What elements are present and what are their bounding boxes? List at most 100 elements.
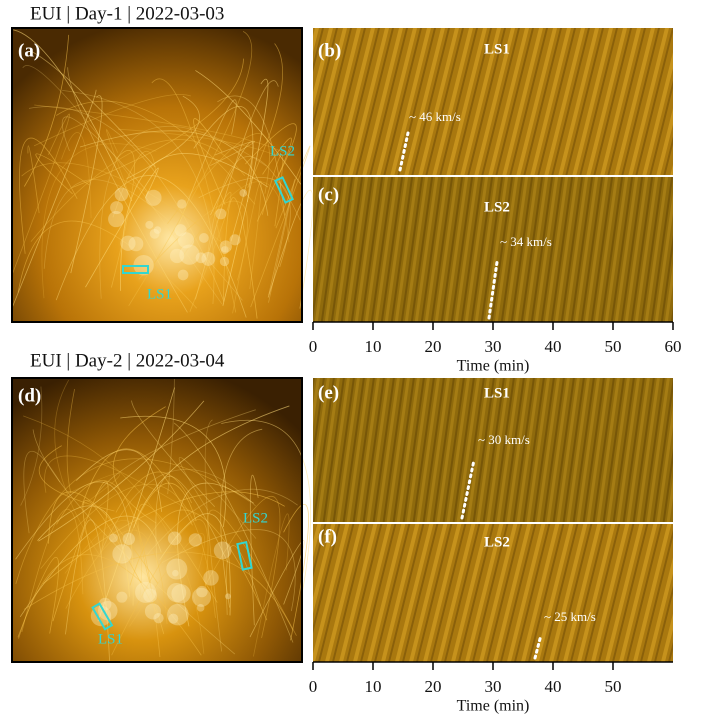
loop-strand: [71, 58, 244, 188]
loop-strand: [268, 179, 296, 303]
speed-label: ~ 25 km/s: [544, 609, 596, 624]
loop-strand: [18, 554, 202, 656]
loop-strand: [15, 458, 250, 585]
loop-strand: [133, 405, 290, 528]
bright-patch: [145, 189, 162, 206]
loop-strand: [23, 415, 205, 654]
bright-patch: [122, 532, 135, 546]
loop-strand: [195, 70, 302, 185]
loop-strand: [97, 387, 175, 622]
loop-strand: [40, 483, 216, 618]
panel-label: (b): [318, 40, 341, 61]
loop-strand: [23, 551, 294, 630]
loop-strand: [65, 529, 168, 624]
loop-strand: [38, 445, 115, 512]
x-tick-label: 20: [425, 677, 442, 696]
loop-strand: [64, 473, 121, 509]
bright-patch: [220, 246, 229, 255]
loop-strand: [17, 220, 198, 309]
loop-strand: [13, 29, 133, 202]
loop-strand: [34, 104, 290, 156]
x-tick-label: 30: [485, 677, 502, 696]
bright-patch: [108, 211, 125, 228]
loop-strand: [66, 389, 75, 494]
loop-strand: [226, 545, 261, 615]
loop-strand: [56, 100, 256, 205]
loop-strand: [20, 386, 43, 506]
loop-strand: [54, 379, 102, 559]
bright-patch: [196, 585, 208, 598]
bright-patch: [109, 533, 118, 543]
bright-patch: [196, 604, 205, 612]
bright-patch: [195, 252, 207, 264]
loop-strand: [193, 118, 226, 205]
loop-strand: [41, 143, 157, 299]
speed-label: ~ 30 km/s: [478, 432, 530, 447]
loop-strand: [178, 457, 257, 539]
loop-strand: [61, 132, 92, 219]
loop-strand: [159, 513, 231, 616]
bright-patch: [201, 251, 216, 266]
loop-strand: [155, 476, 229, 568]
loop-strand: [193, 106, 254, 202]
loop-strand: [129, 509, 268, 621]
region-label: LS1: [484, 41, 510, 57]
region-box: [236, 541, 253, 571]
loop-strand: [261, 154, 284, 227]
bright-patch: [219, 240, 232, 253]
row-title: EUI | Day-1 | 2022-03-03: [30, 3, 224, 24]
loop-strand: [43, 491, 285, 584]
loop-strand: [105, 129, 131, 196]
loop-strand: [267, 189, 314, 309]
loop-strand: [222, 78, 269, 306]
bright-patch: [171, 584, 191, 604]
loop-strand: [23, 450, 61, 534]
loop-strand: [174, 99, 237, 236]
row-title: EUI | Day-2 | 2022-03-04: [30, 350, 225, 371]
loop-strand: [99, 126, 267, 299]
loop-strand: [253, 513, 290, 657]
loop-strand: [35, 153, 90, 195]
speed-line: [533, 633, 543, 660]
panel-label: (e): [318, 382, 339, 403]
loop-strand: [30, 139, 246, 242]
bright-patch: [174, 224, 187, 237]
bright-patch: [116, 591, 128, 603]
loop-strand: [177, 482, 254, 627]
bright-patch: [229, 234, 241, 246]
loop-strand: [11, 89, 97, 309]
loop-strand: [126, 95, 200, 180]
loop-strand: [94, 409, 256, 497]
bright-patch: [219, 256, 230, 267]
loop-strand: [23, 34, 70, 187]
loop-strand: [52, 481, 109, 622]
loop-strand: [204, 419, 223, 652]
bright-patch: [128, 236, 144, 252]
bright-patch: [153, 612, 164, 624]
speed-line: [487, 260, 499, 320]
panel-label: (f): [318, 526, 337, 547]
bright-patch: [215, 208, 227, 220]
loop-strand: [223, 197, 258, 319]
time-distance-panel: [313, 28, 673, 175]
loop-strand: [210, 140, 256, 166]
loop-strand: [131, 400, 216, 508]
speed-line: [460, 458, 476, 520]
loop-strand: [111, 149, 135, 288]
bright-patch: [172, 569, 179, 577]
loop-strand: [133, 488, 298, 571]
region-box: [91, 602, 114, 631]
loop-strand: [195, 80, 279, 300]
loop-strand: [210, 141, 254, 242]
x-tick-label: 10: [365, 677, 382, 696]
loop-strand: [33, 94, 192, 147]
loop-strand: [70, 95, 103, 274]
loop-strand: [82, 500, 159, 621]
bright-patch: [179, 244, 200, 265]
panel-label: (a): [18, 40, 40, 61]
x-tick-label: 0: [309, 677, 318, 696]
bright-patch: [120, 235, 136, 251]
loop-strand: [161, 529, 296, 612]
bright-patch: [239, 189, 248, 197]
